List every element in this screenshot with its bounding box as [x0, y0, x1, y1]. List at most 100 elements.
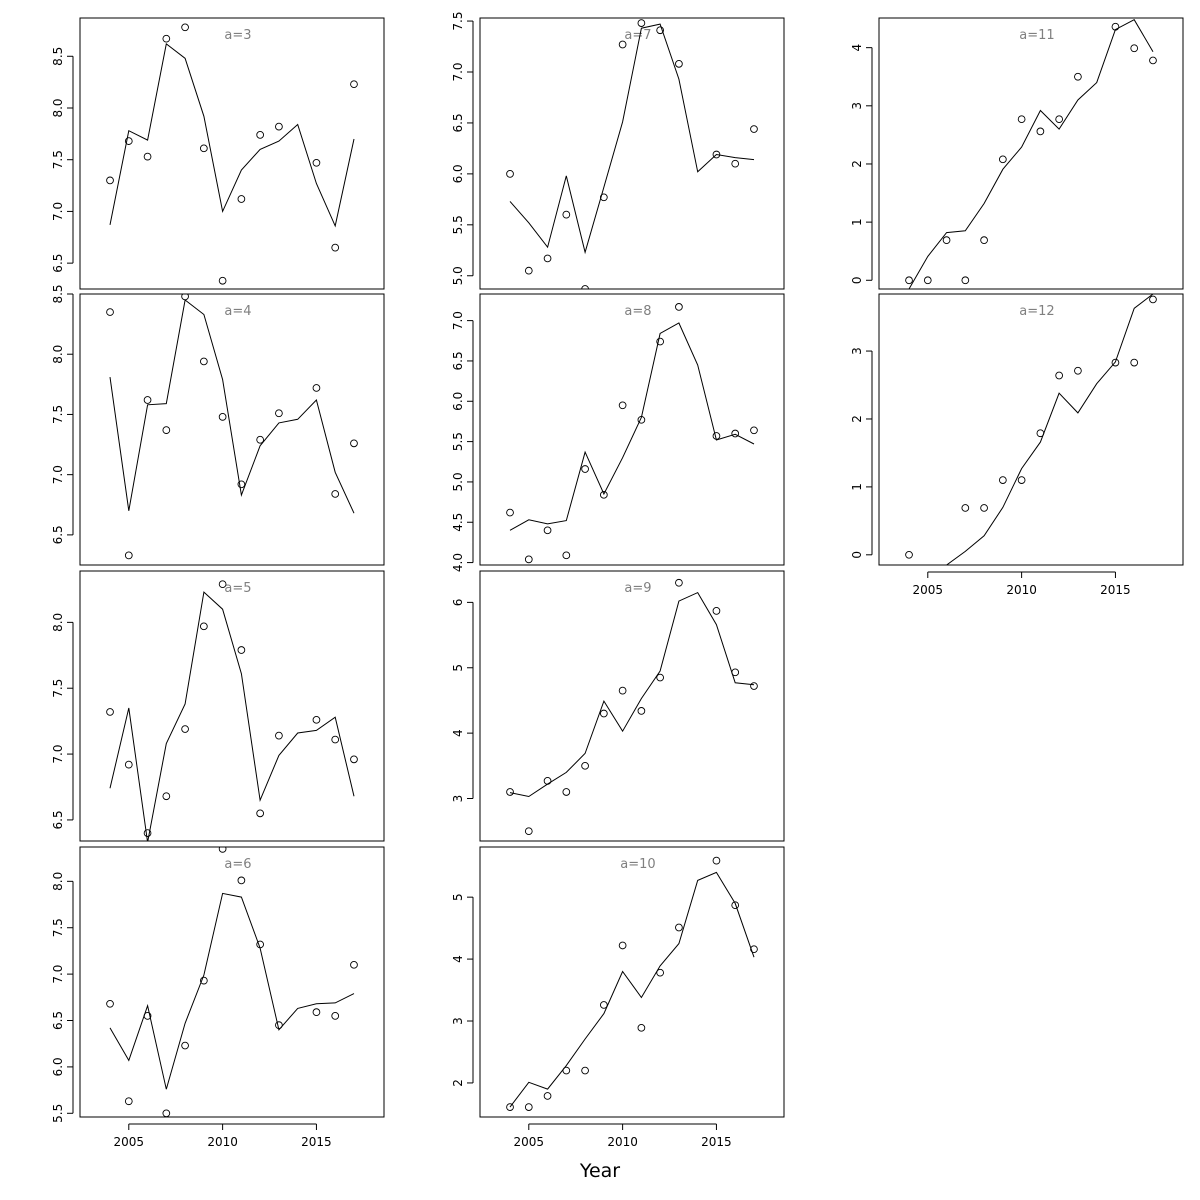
observed-point	[1017, 476, 1026, 484]
observed-point	[562, 210, 571, 219]
observed-point	[275, 409, 283, 418]
x-tick-label: 2015	[1100, 583, 1131, 597]
observed-point	[656, 26, 664, 35]
x-axis-label: Year	[579, 1160, 621, 1182]
observed-point	[237, 480, 246, 489]
observed-point	[675, 303, 683, 311]
observed-point	[143, 152, 152, 161]
observed-point	[506, 788, 514, 796]
observed-point	[923, 276, 932, 285]
observed-point	[656, 968, 664, 977]
observed-point	[106, 999, 114, 1008]
observed-point	[731, 159, 740, 168]
y-tick-label: 6.5	[51, 1011, 65, 1030]
fitted-line	[109, 299, 355, 514]
panel-frame	[79, 17, 385, 290]
observed-point	[106, 176, 114, 185]
panel-title: a=6	[224, 857, 251, 872]
panel-data	[106, 580, 358, 841]
observed-point	[1074, 72, 1082, 81]
y-tick-label: 5	[451, 664, 465, 672]
panel-frame	[79, 846, 385, 1118]
fitted-line	[109, 591, 355, 841]
observed-point	[618, 40, 627, 49]
observed-point	[1130, 358, 1139, 367]
panel-title: a=5	[224, 581, 251, 596]
observed-point	[200, 622, 208, 631]
panel-frame	[878, 17, 1184, 290]
panel-title: a=10	[620, 857, 655, 872]
panel-frame	[479, 846, 785, 1118]
observed-point	[275, 731, 283, 740]
y-tick-label: 5.0	[451, 472, 465, 491]
observed-point	[218, 413, 227, 421]
observed-point	[256, 435, 264, 444]
x-tick-label: 2010	[207, 1135, 238, 1149]
observed-point	[1055, 115, 1063, 124]
observed-point	[350, 439, 358, 448]
observed-point	[331, 243, 340, 252]
observed-point	[656, 337, 664, 346]
observed-point	[506, 1103, 514, 1111]
y-tick-label: 7.0	[51, 745, 65, 764]
panel-frame	[479, 293, 785, 566]
y-tick-label: 3	[850, 347, 864, 355]
y-tick-label: 8.5	[51, 284, 65, 303]
observed-point	[1055, 371, 1063, 380]
observed-point	[543, 777, 552, 785]
panel-data	[506, 303, 758, 564]
panel-a=8: 4.0 4.5 5.0 5.5 6.0 6.5 7.0 a=8	[451, 293, 785, 572]
observed-point	[143, 829, 152, 837]
y-tick-label: 7.5	[51, 679, 65, 698]
x-tick-label: 2005	[514, 1135, 545, 1149]
y-tick-label: 8.0	[51, 613, 65, 632]
observed-point	[581, 465, 589, 473]
observed-point	[637, 19, 646, 27]
observed-point	[712, 150, 721, 159]
panel-frame	[479, 17, 785, 290]
y-tick-label: 6.5	[451, 351, 465, 370]
y-tick-label: 7.0	[451, 62, 465, 81]
y-tick-label: 3	[850, 102, 864, 110]
panel-a=9: 3 4 5 6 a=9	[451, 570, 785, 842]
y-tick-label: 7.5	[51, 405, 65, 424]
observed-point	[256, 809, 264, 818]
observed-point	[562, 788, 571, 796]
panel-a=5: 6.5 7.0 7.5 8.0 a=5	[51, 570, 385, 842]
y-tick-label: 6	[451, 599, 465, 607]
y-tick-label: 0	[850, 551, 864, 559]
observed-point	[162, 34, 171, 43]
y-tick-label: 6.0	[51, 1057, 65, 1076]
observed-point	[162, 1109, 171, 1117]
observed-point	[162, 426, 171, 434]
observed-point	[350, 80, 358, 89]
observed-point	[312, 158, 321, 167]
fitted-line	[109, 43, 355, 228]
y-tick-label: 8.0	[51, 98, 65, 117]
observed-point	[980, 236, 988, 245]
y-tick-label: 6.5	[51, 254, 65, 273]
panel-data	[506, 578, 758, 836]
observed-point	[124, 760, 133, 769]
observed-point	[618, 941, 627, 950]
y-tick-label: 7.5	[451, 12, 465, 31]
panel-data	[106, 294, 358, 560]
y-tick-label: 6.0	[451, 164, 465, 183]
panel-a=10: 2 3 4 5 2005 2010 2015 a=10	[451, 846, 785, 1149]
y-tick-label: 1	[850, 483, 864, 491]
x-tick-label: 2005	[114, 1135, 145, 1149]
observed-point	[581, 761, 589, 770]
observed-point	[124, 137, 133, 145]
x-tick-label: 2005	[913, 583, 944, 597]
fitted-line	[946, 294, 1154, 565]
observed-point	[124, 1097, 133, 1106]
observed-point	[543, 1092, 552, 1100]
panel-a=4: 6.5 7.0 7.5 8.0 8.5 a=4	[51, 284, 385, 566]
y-tick-label: 8.0	[51, 872, 65, 891]
panel-a=11: 0 1 2 3 4 a=11	[850, 17, 1184, 290]
observed-point	[999, 155, 1007, 164]
observed-point	[506, 508, 514, 517]
observed-point	[750, 426, 758, 435]
y-tick-label: 8.0	[51, 345, 65, 364]
observed-point	[1111, 358, 1120, 367]
